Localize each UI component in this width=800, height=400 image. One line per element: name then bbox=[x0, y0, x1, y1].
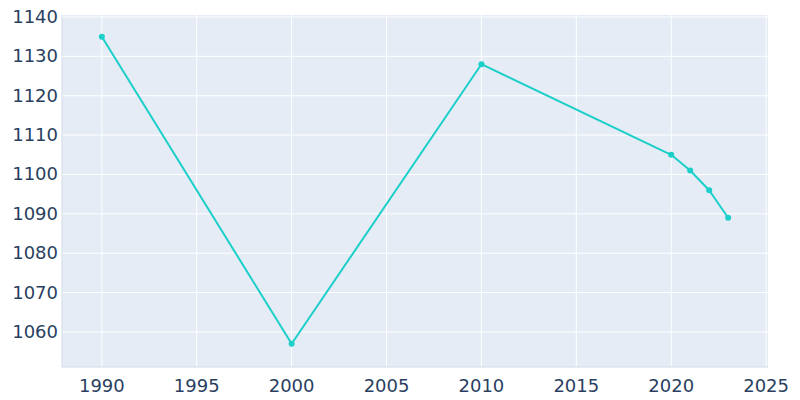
y-tick-label: 1120 bbox=[12, 85, 58, 106]
y-grid-line bbox=[62, 135, 768, 136]
x-tick-label: 2010 bbox=[459, 375, 505, 396]
x-grid-line bbox=[481, 15, 482, 367]
y-grid-line bbox=[62, 292, 768, 293]
y-grid-line bbox=[62, 213, 768, 214]
point bbox=[99, 34, 105, 40]
x-tick-label: 2015 bbox=[553, 375, 599, 396]
y-tick-label: 1140 bbox=[12, 6, 58, 27]
tick-labels: 1990 1995 2000 2005 2010 2015 2020 2025 1060 1070… bbox=[12, 6, 789, 396]
y-grid-line bbox=[62, 331, 768, 332]
x-tick-label: 2000 bbox=[269, 375, 315, 396]
line bbox=[102, 37, 728, 344]
x-grid-line bbox=[671, 15, 672, 367]
y-grid-line bbox=[62, 253, 768, 254]
point bbox=[478, 61, 484, 67]
point bbox=[668, 152, 674, 158]
x-tick-label: 2025 bbox=[743, 375, 789, 396]
y-tick-label: 1110 bbox=[12, 124, 58, 145]
chart-container: 1990 1995 2000 2005 2010 2015 2020 2025 1060 1070… bbox=[0, 0, 800, 400]
y-grid-line bbox=[62, 95, 768, 96]
y-grid-line bbox=[62, 174, 768, 175]
y-tick-label: 1100 bbox=[12, 163, 58, 184]
point bbox=[289, 341, 295, 347]
grid bbox=[62, 15, 768, 367]
point bbox=[725, 215, 731, 221]
chart-svg: 1990 1995 2000 2005 2010 2015 2020 2025 1060 1070… bbox=[0, 0, 800, 400]
x-tick-label: 2020 bbox=[648, 375, 694, 396]
x-tick-label: 1990 bbox=[79, 375, 125, 396]
y-tick-label: 1130 bbox=[12, 45, 58, 66]
x-grid-line bbox=[576, 15, 577, 367]
x-grid-line bbox=[766, 15, 767, 367]
plot-background bbox=[62, 15, 768, 367]
y-tick-label: 1060 bbox=[12, 321, 58, 342]
point bbox=[706, 187, 712, 193]
y-grid-line bbox=[62, 56, 768, 57]
point bbox=[687, 168, 693, 174]
x-tick-label: 2005 bbox=[364, 375, 410, 396]
x-grid-line bbox=[386, 15, 387, 367]
x-grid-line bbox=[291, 15, 292, 367]
x-tick-label: 1995 bbox=[174, 375, 220, 396]
series bbox=[99, 34, 731, 347]
y-tick-label: 1090 bbox=[12, 203, 58, 224]
x-grid-line bbox=[101, 15, 102, 367]
y-tick-label: 1070 bbox=[12, 282, 58, 303]
y-grid-line bbox=[62, 16, 768, 17]
y-tick-label: 1080 bbox=[12, 242, 58, 263]
y-axis-line bbox=[62, 15, 63, 367]
x-axis-line bbox=[62, 367, 768, 368]
